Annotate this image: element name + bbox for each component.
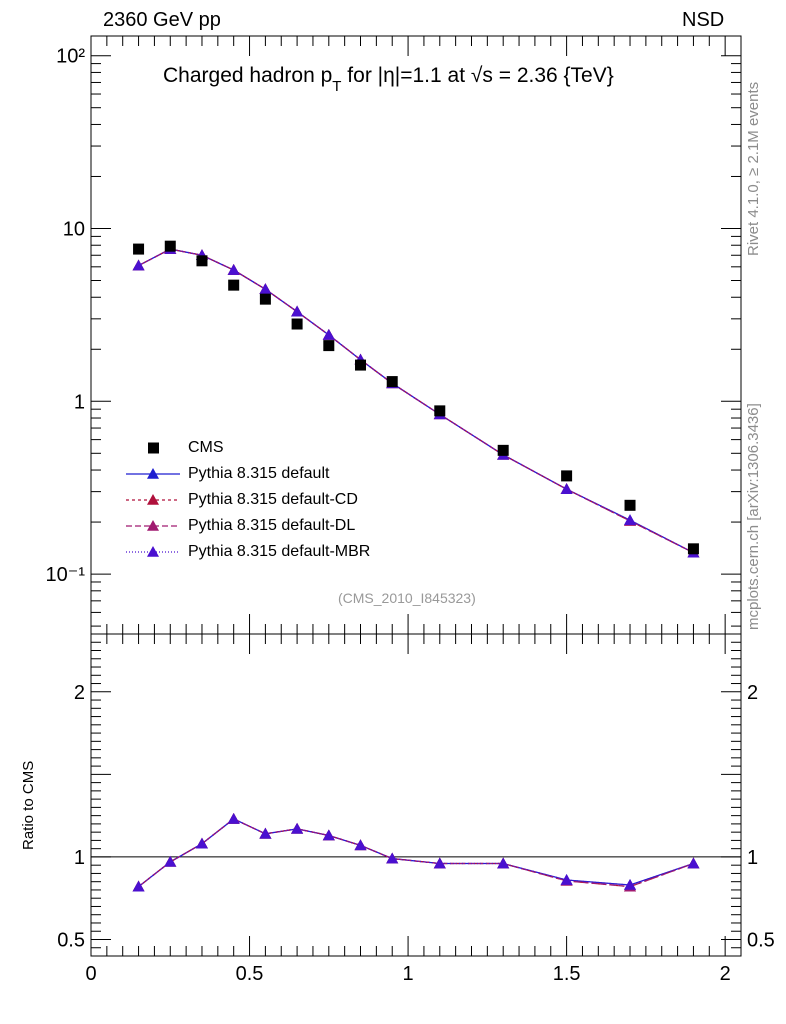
- cms-data-point: [497, 444, 509, 456]
- legend-marker-cms: [148, 442, 159, 454]
- ratio-marker-3: [259, 827, 272, 839]
- cms-data-point: [561, 470, 573, 482]
- main-y-tick-label: 10²: [56, 46, 85, 68]
- ratio-marker-3: [227, 812, 240, 824]
- ratio-y-tick-label-left: 0.5: [57, 929, 85, 951]
- main-y-tick-label: 10: [63, 218, 85, 240]
- series-marker-3: [132, 259, 145, 271]
- ratio-series-layer: [132, 812, 700, 892]
- title-suffix: for |η|=1.1 at √s = 2.36 {TeV}: [341, 64, 614, 87]
- ratio-y-tick-label-right: 0.5: [747, 929, 775, 951]
- legend-label-dl: Pythia 8.315 default-DL: [188, 517, 356, 534]
- reference-label: mcplots.cern.ch [arXiv:1306.3436]: [745, 403, 762, 630]
- series-marker-3: [291, 305, 304, 317]
- ratio-marker-3: [624, 878, 637, 890]
- legend-label-cd: Pythia 8.315 default-CD: [188, 491, 358, 508]
- ratio-line-1: [138, 818, 694, 888]
- main-y-tick-label: 10⁻¹: [46, 564, 86, 586]
- ratio-marker-3: [195, 837, 208, 849]
- analysis-watermark: (CMS_2010_I845323): [338, 590, 476, 606]
- ratio-panel-frame: [90, 633, 742, 957]
- legend-markers: [126, 442, 180, 557]
- series-marker-3: [227, 264, 240, 275]
- cms-data-point: [355, 359, 367, 371]
- cms-data-point: [259, 293, 271, 305]
- title-subscript: T: [332, 78, 342, 95]
- ratio-marker-3: [322, 829, 335, 841]
- cms-data-points: [133, 240, 699, 555]
- cms-data-point: [291, 318, 303, 330]
- title-prefix: Charged hadron p: [163, 64, 333, 87]
- ratio-y-axis-label: Ratio to CMS: [20, 760, 37, 850]
- x-tick-label: 1: [403, 963, 414, 985]
- ratio-marker-3: [687, 857, 700, 869]
- ratio-marker-3: [560, 874, 573, 885]
- legend-marker-1: [147, 494, 159, 505]
- ratio-marker-3: [354, 839, 367, 851]
- cms-data-point: [133, 243, 145, 255]
- x-tick-label: 0: [85, 963, 96, 985]
- legend-marker-3: [147, 546, 159, 557]
- cms-data-point: [386, 376, 398, 388]
- ratio-line-0: [138, 818, 694, 888]
- cms-data-point: [434, 405, 446, 417]
- series-marker-3: [259, 283, 272, 295]
- series-marker-3: [560, 483, 573, 494]
- main-series-layer: [132, 243, 700, 558]
- ratio-marker-3: [497, 857, 510, 869]
- plot-title: Charged hadron pT for |η|=1.1 at √s = 2.…: [163, 64, 614, 95]
- cms-data-point: [687, 543, 699, 555]
- main-y-tick-label: 1: [74, 391, 85, 413]
- energy-label: 2360 GeV pp: [103, 9, 221, 31]
- ratio-marker-3: [164, 855, 177, 867]
- legend-label-cms: CMS: [188, 439, 224, 456]
- process-label: NSD: [682, 9, 725, 31]
- x-tick-label: 1.5: [553, 963, 581, 985]
- series-marker-3: [624, 514, 637, 526]
- cms-data-point: [228, 279, 240, 291]
- main-axis-ticks: [90, 36, 741, 634]
- legend-label-mbr: Pythia 8.315 default-MBR: [188, 543, 371, 560]
- ratio-axis-ticks: [90, 633, 741, 957]
- ratio-marker-3: [132, 880, 145, 892]
- legend-label-default: Pythia 8.315 default: [188, 465, 330, 482]
- legend-marker-0: [147, 468, 159, 479]
- ratio-marker-3: [433, 857, 446, 869]
- cms-data-point: [323, 340, 335, 352]
- ratio-marker-3: [291, 822, 304, 834]
- ratio-line-3: [138, 818, 694, 888]
- ratio-marker-3: [386, 852, 399, 864]
- rivet-version-label: Rivet 4.1.0, ≥ 2.1M events: [745, 81, 762, 256]
- ratio-y-tick-labels: 2 2 1 1 0.5 0.5: [57, 682, 775, 952]
- x-tick-labels: 0 0.5 1 1.5 2: [85, 963, 730, 985]
- cms-data-point: [196, 255, 208, 267]
- x-tick-label: 0.5: [236, 963, 264, 985]
- ratio-line-2: [138, 818, 694, 888]
- ratio-y-tick-label-right: 2: [747, 682, 758, 704]
- series-marker-3: [322, 328, 335, 340]
- ratio-y-tick-label-left: 1: [74, 847, 85, 869]
- x-tick-label: 2: [720, 963, 731, 985]
- ratio-y-tick-label-right: 1: [747, 847, 758, 869]
- legend-marker-2: [147, 520, 159, 531]
- cms-data-point: [624, 499, 636, 511]
- main-y-tick-labels: 10² 10 1 10⁻¹: [46, 46, 86, 586]
- ratio-y-tick-label-left: 2: [74, 682, 85, 704]
- ratio-panel-border: [90, 633, 742, 957]
- cms-data-point: [164, 240, 176, 252]
